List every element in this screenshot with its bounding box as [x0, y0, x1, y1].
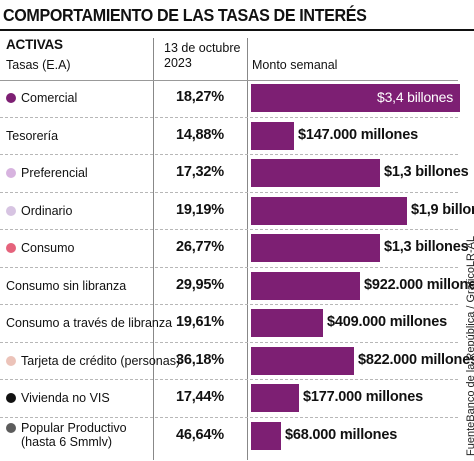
amount-label: $177.000 millones [303, 389, 423, 405]
row-label: Popular Productivo (hasta 6 Smmlv) [6, 421, 127, 449]
amount-label: $822.000 millones [358, 352, 474, 368]
rate-value: 36,18% [176, 352, 224, 368]
title-rule [0, 29, 474, 31]
category-dot-icon [6, 93, 16, 103]
row-label-text-line2: (hasta 6 Smmlv) [21, 435, 112, 449]
category-dot-icon [6, 243, 16, 253]
row-label-text: Preferencial [21, 166, 88, 180]
amount-bar [251, 84, 460, 112]
row-separator [0, 117, 458, 118]
amount-bar [251, 347, 354, 375]
row-label-text: Tesorería [6, 129, 59, 143]
row-label: Preferencial [6, 166, 88, 180]
row-separator [0, 154, 458, 155]
rate-value: 17,32% [176, 164, 224, 180]
rate-value: 19,61% [176, 314, 224, 330]
amount-label: $147.000 millones [298, 127, 418, 143]
header-date: 13 de octubre 2023 [164, 41, 244, 71]
amount-bar [251, 197, 407, 225]
header-date-line1: 13 de octubre [164, 41, 241, 55]
rate-value: 18,27% [176, 89, 224, 105]
amount-bar [251, 309, 323, 337]
row-label: Tesorería [6, 129, 58, 143]
row-label-text: Popular Productivo [21, 421, 127, 435]
row-separator [0, 304, 458, 305]
chart-title: COMPORTAMIENTO DE LAS TASAS DE INTERÉS [3, 5, 367, 25]
row-label: Consumo a través de libranza [6, 316, 172, 330]
amount-bar [251, 122, 294, 150]
row-separator [0, 192, 458, 193]
row-label-text: Consumo a través de libranza [6, 316, 173, 330]
row-label-text: Tarjeta de crédito (personas) [21, 354, 181, 368]
row-label: Tarjeta de crédito (personas) [6, 354, 180, 368]
header-rule [0, 80, 458, 81]
rate-value: 17,44% [176, 389, 224, 405]
row-label: Comercial [6, 91, 77, 105]
amount-label: $68.000 millones [285, 427, 398, 443]
rate-value: 19,19% [176, 202, 224, 218]
row-separator [0, 229, 458, 230]
row-label-text: Ordinario [21, 204, 73, 218]
header-amount: Monto semanal [252, 58, 338, 72]
rate-value: 29,95% [176, 277, 224, 293]
row-label-text: Vivienda no VIS [21, 391, 110, 405]
header-date-line2: 2023 [164, 56, 192, 70]
amount-label: $409.000 millones [327, 314, 447, 330]
row-label-text: Consumo [21, 241, 75, 255]
header-subcategory: Tasas (E.A) [6, 58, 71, 72]
row-label-text: Comercial [21, 91, 78, 105]
row-separator [0, 417, 458, 418]
row-label: Ordinario [6, 204, 72, 218]
amount-bar [251, 159, 380, 187]
row-label-text: Consumo sin libranza [6, 279, 127, 293]
source-note: FuenteBanco de la República / GráficoLR-… [465, 235, 474, 456]
row-separator [0, 342, 458, 343]
amount-label: $1,3 billones [384, 239, 469, 255]
column-divider-rates [153, 38, 154, 460]
row-separator [0, 379, 458, 380]
row-label: Vivienda no VIS [6, 391, 110, 405]
rate-value: 46,64% [176, 427, 224, 443]
row-label: Consumo [6, 241, 75, 255]
rate-value: 14,88% [176, 127, 224, 143]
row-label: Consumo sin libranza [6, 279, 126, 293]
category-dot-icon [6, 423, 16, 433]
amount-label: $922.000 millones [364, 277, 474, 293]
amount-bar [251, 422, 281, 450]
header-category: ACTIVAS [6, 37, 63, 52]
column-divider-amounts [247, 38, 248, 460]
amount-label: $3,4 billones [376, 89, 453, 105]
rate-value: 26,77% [176, 239, 224, 255]
amount-label: $1,9 billones [411, 202, 474, 218]
amount-label: $1,3 billones [384, 164, 469, 180]
amount-bar [251, 272, 360, 300]
category-dot-icon [6, 168, 16, 178]
amount-bar [251, 384, 299, 412]
amount-bar [251, 234, 380, 262]
category-dot-icon [6, 393, 16, 403]
category-dot-icon [6, 206, 16, 216]
row-separator [0, 267, 458, 268]
category-dot-icon [6, 356, 16, 366]
